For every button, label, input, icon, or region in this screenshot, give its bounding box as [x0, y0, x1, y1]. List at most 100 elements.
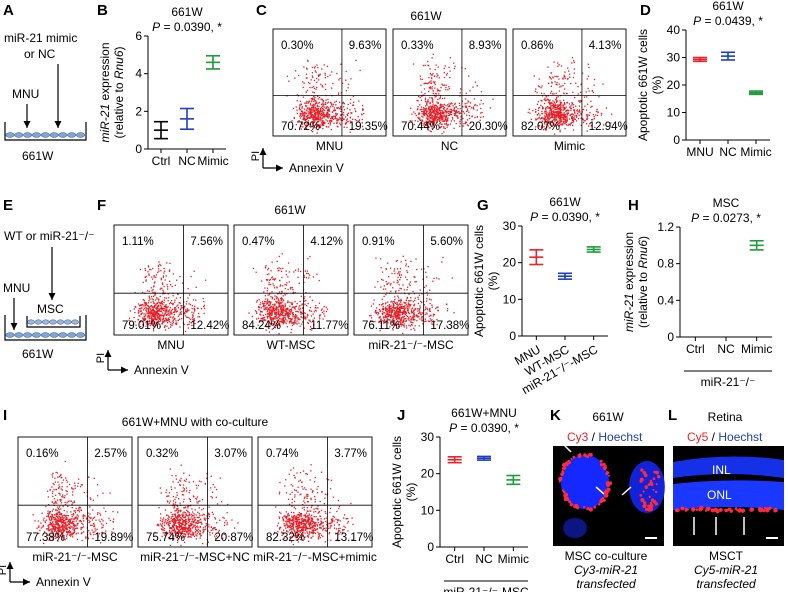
flow-event	[55, 522, 57, 524]
flow-event	[158, 315, 161, 317]
flow-event	[553, 117, 555, 119]
flow-event	[312, 98, 314, 100]
flow-event	[318, 316, 321, 318]
flow-event	[198, 312, 200, 315]
flow-event	[74, 485, 76, 487]
flow-event	[283, 316, 285, 319]
flow-event	[51, 514, 54, 516]
flow-event	[45, 519, 48, 521]
flow-event	[157, 264, 160, 267]
flow-event	[298, 74, 300, 77]
flow-event	[66, 527, 68, 529]
flow-event	[258, 299, 260, 301]
flow-event	[385, 308, 387, 310]
flow-event	[57, 540, 59, 542]
flow-event	[402, 313, 404, 315]
flow-event	[328, 107, 330, 109]
flow-event	[170, 300, 173, 302]
flow-event	[139, 310, 141, 312]
flow-event	[429, 130, 431, 132]
flow-event	[145, 321, 148, 323]
flow-event	[329, 124, 331, 126]
flow-event	[556, 121, 559, 123]
flow-event	[282, 323, 284, 325]
flow-event	[309, 108, 311, 110]
flow-event	[437, 113, 439, 115]
flow-event	[441, 105, 443, 108]
flow-event	[385, 315, 387, 317]
flow-event	[323, 306, 325, 308]
flow-event	[88, 476, 90, 478]
flow-event	[157, 523, 159, 526]
flow-event	[316, 86, 318, 89]
flow-event	[443, 127, 445, 129]
flow-event	[157, 313, 159, 315]
flow-event	[164, 318, 167, 320]
flow-event	[88, 519, 90, 521]
flow-event	[390, 313, 392, 315]
flow-event	[303, 275, 305, 277]
flow-event	[144, 304, 146, 307]
flow-event	[295, 70, 297, 72]
flow-event	[436, 106, 438, 108]
flow-event	[400, 325, 402, 327]
flow-event	[328, 126, 330, 128]
flow-event	[309, 274, 311, 276]
flow-event	[46, 490, 49, 492]
flow-event	[58, 525, 61, 527]
flow-event	[47, 512, 49, 515]
flow-event	[164, 325, 166, 327]
cell	[32, 132, 41, 138]
flow-event	[145, 280, 147, 282]
flow-event	[362, 109, 364, 111]
flow-event	[401, 323, 403, 326]
flow-event	[428, 114, 431, 116]
flow-event	[56, 472, 59, 474]
flow-event	[557, 100, 559, 102]
flow-event	[157, 315, 159, 317]
flow-event	[169, 313, 172, 315]
flow-event	[285, 274, 288, 276]
flow-event	[150, 315, 152, 317]
flow-event	[422, 323, 424, 325]
flow-event	[387, 305, 389, 307]
flow-event	[431, 105, 433, 108]
flow-events	[286, 59, 365, 134]
flow-event	[397, 273, 399, 275]
flow-event	[375, 307, 378, 309]
flow-event	[312, 115, 315, 117]
flow-event	[563, 121, 565, 123]
flow-event	[426, 300, 428, 302]
flow-event	[395, 323, 397, 325]
flow-event	[325, 103, 327, 105]
flow-event	[203, 301, 205, 303]
flow-event	[408, 283, 410, 285]
flow-event	[263, 318, 265, 320]
flow-event	[564, 118, 566, 121]
flow-event	[294, 269, 297, 271]
flow-event	[169, 307, 171, 309]
flow-event	[305, 105, 307, 107]
flow-event	[267, 313, 269, 315]
flow-event	[560, 104, 562, 106]
flow-event	[342, 102, 344, 104]
flow-event	[292, 313, 294, 316]
flow-event	[459, 125, 461, 127]
flow-event	[291, 287, 293, 289]
flow-event	[266, 313, 269, 315]
flow-event	[101, 532, 103, 534]
flow-event	[49, 520, 51, 522]
flow-event	[542, 129, 544, 131]
flow-event	[73, 501, 75, 503]
flow-event	[91, 519, 94, 521]
flow-event	[54, 518, 57, 520]
flow-event	[148, 273, 150, 275]
flow-event	[304, 316, 306, 318]
flow-event	[142, 318, 145, 320]
flow-event	[295, 322, 297, 324]
flow-event	[564, 120, 566, 122]
cell	[71, 319, 79, 325]
flow-event	[189, 530, 191, 532]
flow-event	[269, 278, 271, 281]
flow-event	[550, 112, 552, 114]
